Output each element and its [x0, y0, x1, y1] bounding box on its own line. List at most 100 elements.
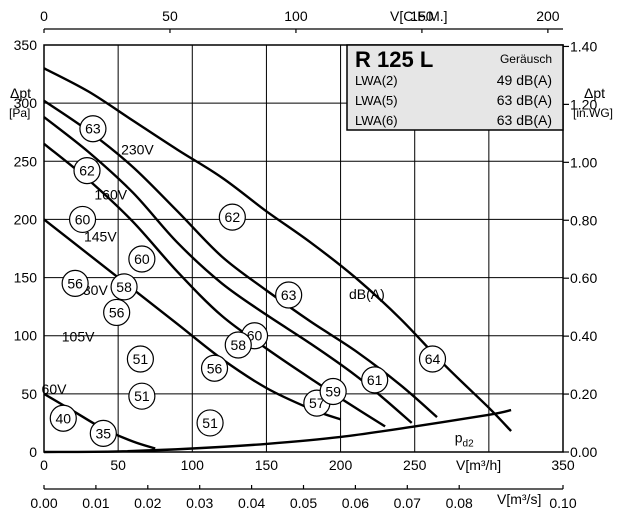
- bottom-tick-label: 350: [551, 457, 575, 473]
- sound-marker-label: 58: [230, 337, 246, 353]
- bottom2-tick-label: 0.02: [134, 495, 161, 511]
- series-label: 105V: [62, 329, 95, 345]
- bottom-tick-label: 200: [329, 457, 353, 473]
- sound-marker: [224, 331, 252, 359]
- sound-marker-label: 60: [75, 211, 91, 227]
- series-label: 145V: [84, 229, 117, 245]
- right-axis-label: Δpt: [584, 85, 605, 101]
- sound-marker-label: 56: [67, 275, 83, 291]
- bottom2-tick-label: 0.03: [186, 495, 213, 511]
- model-title: R 125 L: [355, 47, 433, 72]
- sound-marker-label: 51: [134, 388, 150, 404]
- sound-marker-label: 51: [133, 351, 149, 367]
- left-tick-label: 350: [14, 37, 38, 53]
- top-tick-label: 150: [410, 8, 434, 24]
- left-tick-label: 300: [14, 95, 38, 111]
- curve-230V: [43, 67, 512, 432]
- right-tick-label: 0.60: [570, 270, 597, 286]
- bottom2-tick-label: 0.05: [290, 495, 317, 511]
- sound-marker: [49, 404, 77, 432]
- bottom-tick-label: 0: [40, 457, 48, 473]
- sound-marker-label: 51: [202, 415, 218, 431]
- sound-marker: [361, 366, 389, 394]
- bottom-tick-label: 50: [110, 457, 126, 473]
- noise-table-box: [346, 44, 564, 131]
- bottom-tick-label: 150: [255, 457, 279, 473]
- top-tick-label: 50: [162, 8, 178, 24]
- bottom-tick-label: 250: [403, 457, 427, 473]
- bottom-axis-label: V[m³/h]: [456, 457, 501, 473]
- bottom2-tick-label: 0.01: [82, 495, 109, 511]
- right-tick-label: 1.40: [570, 38, 597, 54]
- noise-row-label: LWA(2): [355, 73, 398, 88]
- right-tick-label: 0.20: [570, 386, 597, 402]
- series-label: 230V: [121, 141, 154, 157]
- sound-marker-label: 59: [325, 384, 341, 400]
- sound-marker-label: 61: [367, 372, 383, 388]
- left-tick-label: 100: [14, 328, 38, 344]
- series-label: 60V: [42, 381, 68, 397]
- dba-annotation: dB(A): [349, 286, 385, 302]
- sound-marker: [103, 298, 131, 327]
- sound-marker: [275, 281, 303, 309]
- sound-marker-label: 60: [134, 251, 150, 267]
- bottom2-tick-label: 0.00: [30, 495, 57, 511]
- right-tick-label: 0.80: [570, 212, 597, 228]
- sound-marker: [218, 203, 246, 231]
- top-tick-label: 0: [40, 8, 48, 24]
- sound-marker-label: 64: [425, 351, 441, 367]
- noise-table: R 125 L Geräusch LWA(2) 49 dB(A) LWA(5) …: [346, 44, 564, 131]
- sound-marker: [418, 345, 447, 373]
- noise-row-label: LWA(6): [355, 113, 398, 128]
- bottom2-tick-label: 0.08: [446, 495, 473, 511]
- sound-marker-label: 56: [207, 360, 223, 376]
- sound-marker: [89, 419, 117, 447]
- top-tick-label: 200: [536, 8, 560, 24]
- left-axis-unit: [Pa]: [9, 106, 30, 120]
- bottom2-tick-label: 0.10: [549, 495, 576, 511]
- noise-header: Geräusch: [500, 52, 552, 66]
- noise-row-value: 63 dB(A): [497, 92, 552, 108]
- sound-marker-label: 57: [309, 395, 325, 411]
- sound-marker: [196, 409, 224, 437]
- sound-marker: [128, 382, 156, 410]
- noise-row-value: 49 dB(A): [497, 72, 552, 88]
- right-tick-label: 1.20: [570, 96, 597, 112]
- curve-pd2: [43, 408, 512, 454]
- right-tick-label: 0.00: [570, 444, 597, 460]
- sound-marker: [200, 354, 229, 382]
- right-tick-label: 0.40: [570, 328, 597, 344]
- noise-row-label: LWA(5): [355, 93, 398, 108]
- sound-marker: [79, 115, 107, 143]
- sound-marker: [68, 205, 97, 234]
- noise-row-value: 63 dB(A): [497, 112, 552, 128]
- sound-marker: [110, 273, 138, 301]
- sound-marker-label: 35: [96, 425, 112, 441]
- bottom2-tick-label: 0.04: [238, 495, 265, 511]
- sound-marker: [319, 377, 347, 406]
- sound-marker-label: 62: [79, 163, 95, 179]
- right-tick-label: 1.00: [570, 154, 597, 170]
- sound-marker: [126, 345, 154, 373]
- left-tick-label: 0: [29, 444, 37, 460]
- sound-marker-label: 40: [55, 410, 71, 426]
- bottom2-tick-label: 0.07: [394, 495, 421, 511]
- right-axis-unit: [in.WG]: [573, 106, 613, 120]
- series-label: 160V: [94, 187, 127, 203]
- sound-marker-label: 62: [225, 209, 241, 225]
- sound-marker: [73, 156, 101, 185]
- sound-marker: [128, 245, 156, 273]
- top-axis-label: V[C.F.M.]: [390, 8, 448, 24]
- left-tick-label: 50: [21, 386, 37, 402]
- left-axis-label: Δpt: [10, 85, 31, 101]
- sound-marker-label: 56: [109, 304, 125, 320]
- left-tick-label: 150: [14, 270, 38, 286]
- top-tick-label: 100: [284, 8, 308, 24]
- sound-marker-label: 63: [85, 121, 101, 137]
- sound-marker: [61, 269, 89, 297]
- left-tick-label: 200: [14, 211, 38, 227]
- bottom-tick-label: 100: [181, 457, 205, 473]
